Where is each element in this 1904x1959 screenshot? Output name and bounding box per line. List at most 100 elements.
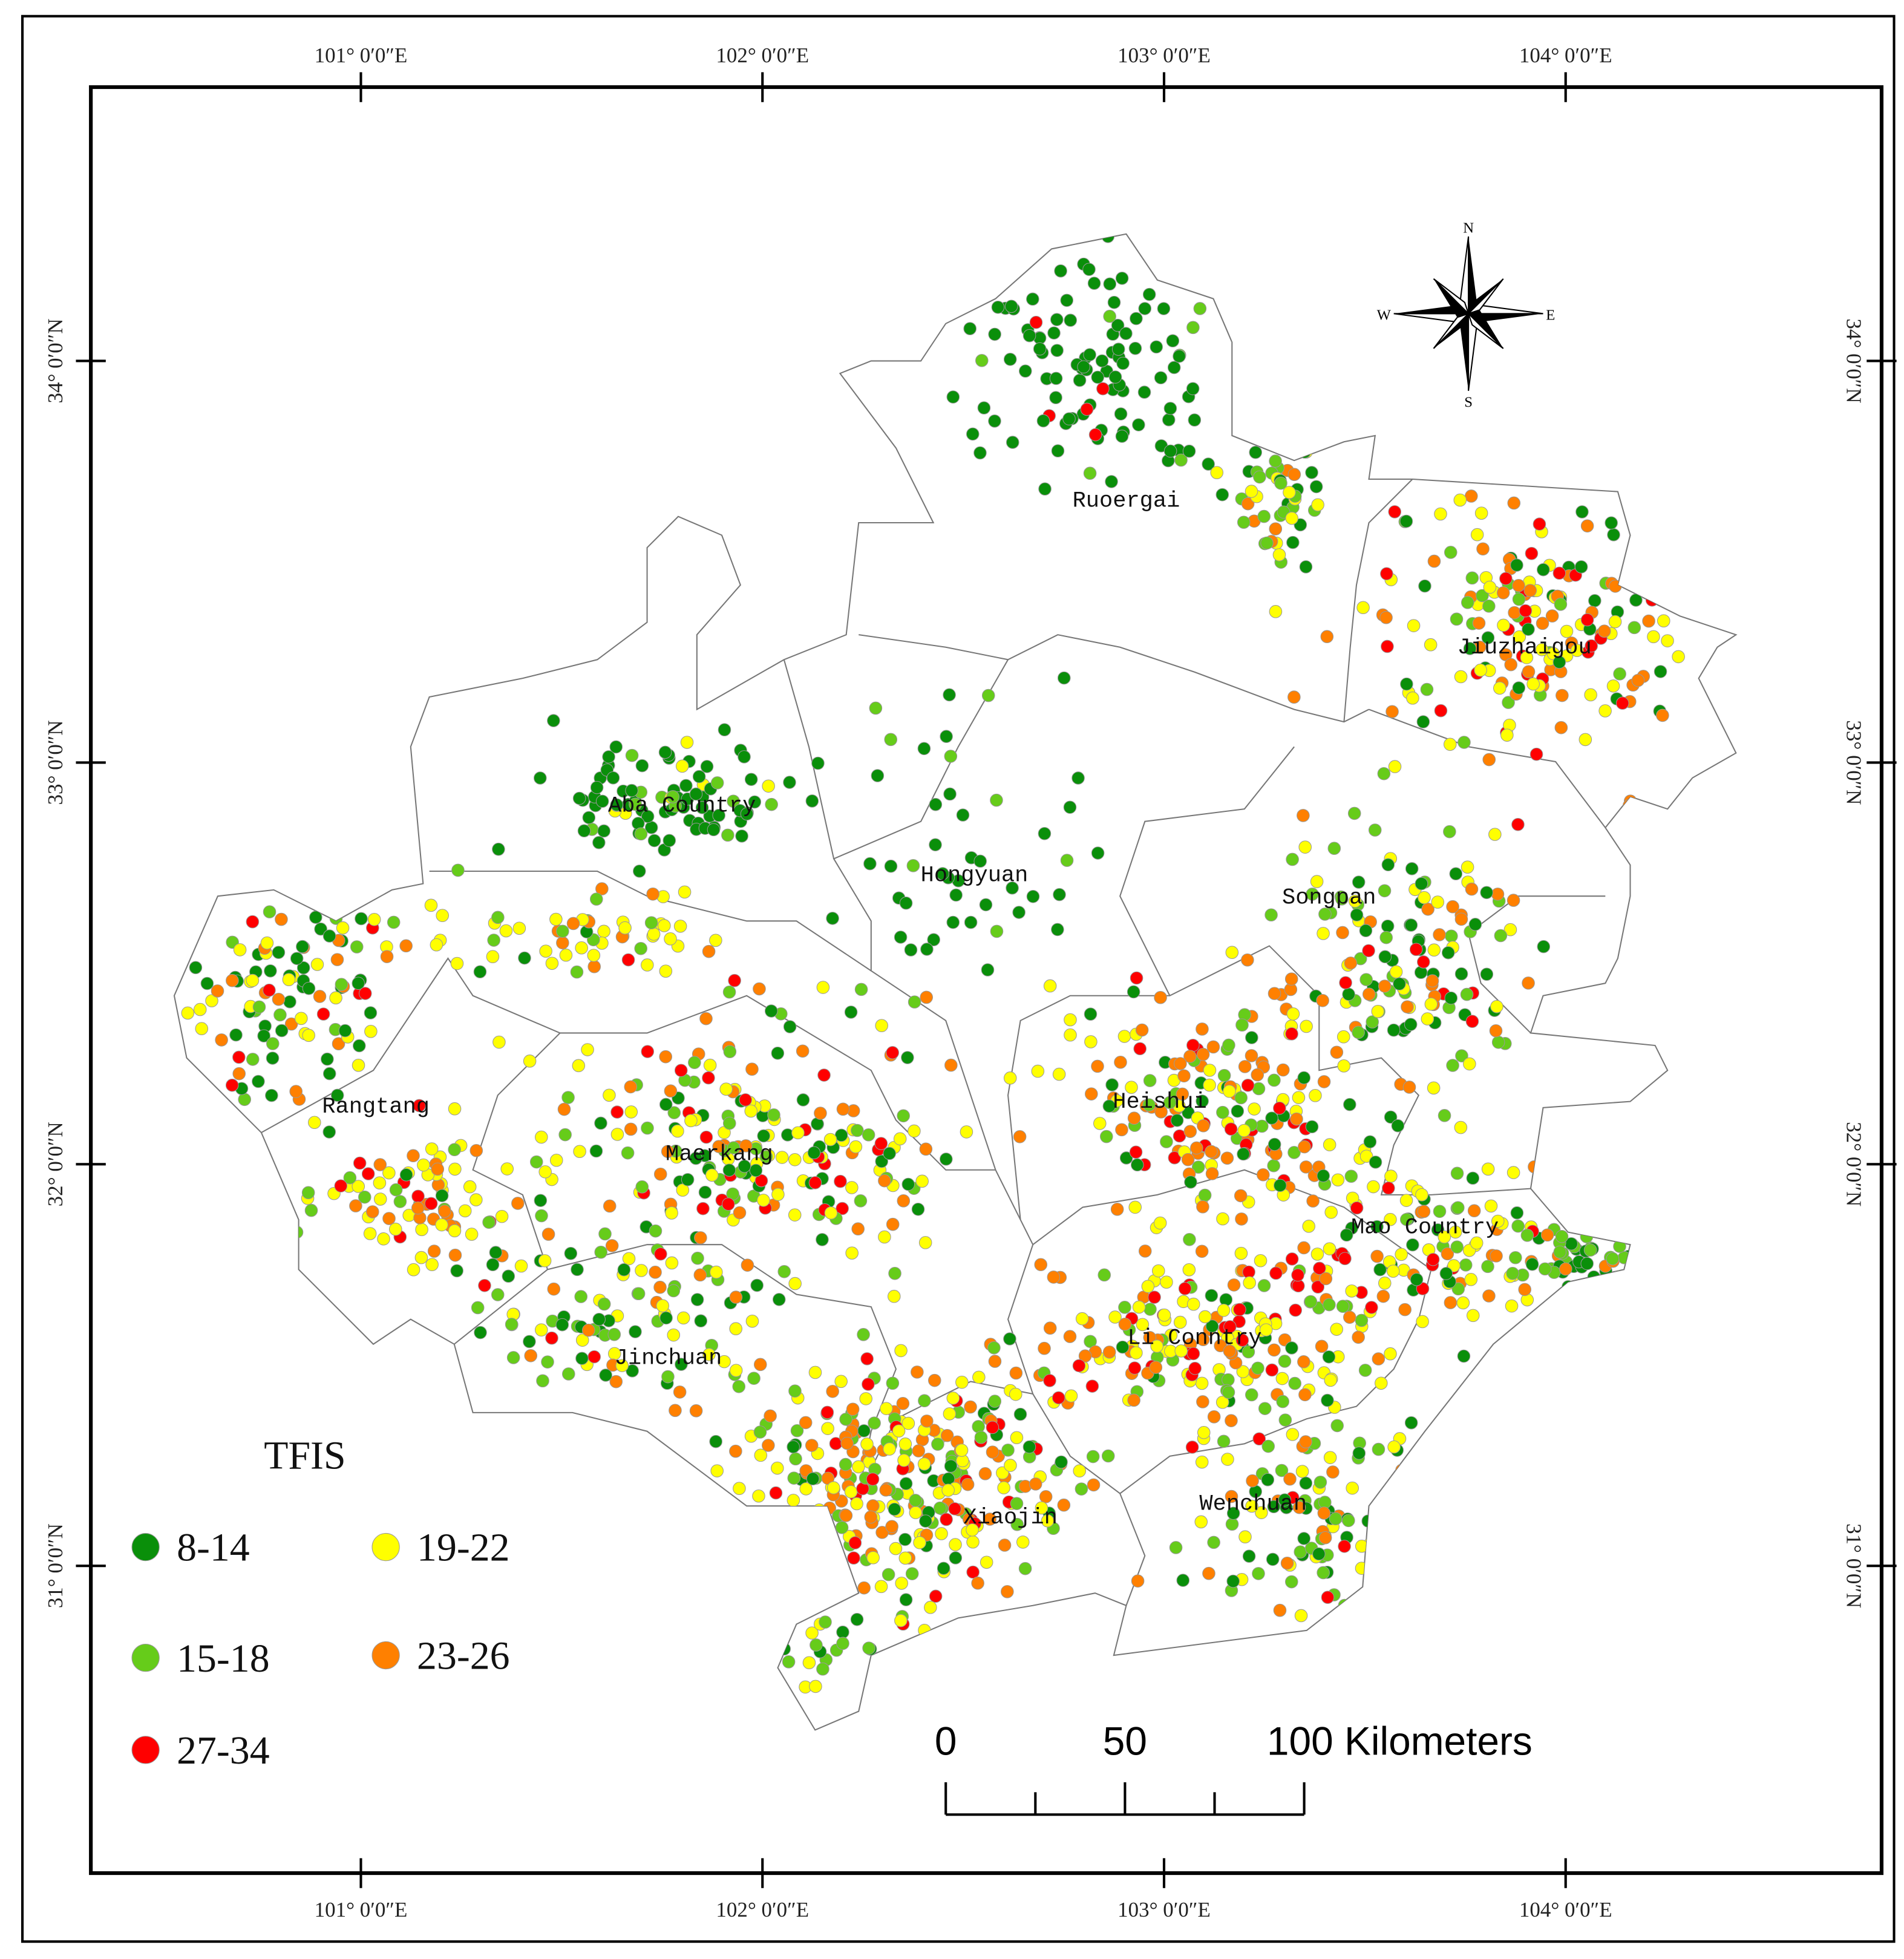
sample-point (646, 887, 659, 901)
sample-point (1386, 1264, 1400, 1278)
sample-point (988, 414, 1001, 428)
sample-point (808, 1176, 822, 1189)
sample-point (1372, 1442, 1385, 1456)
sample-point (193, 1002, 207, 1016)
sample-point (871, 769, 885, 782)
sample-point (1286, 535, 1300, 549)
sample-point (1064, 1013, 1077, 1027)
sample-point (674, 1064, 688, 1078)
sample-point (1053, 888, 1066, 901)
sample-point (1010, 1431, 1024, 1445)
sample-point (940, 730, 953, 744)
sample-point (1128, 1200, 1142, 1214)
sample-point (1443, 737, 1457, 751)
sample-point (1461, 860, 1474, 874)
sample-point (729, 1290, 743, 1304)
sample-point (1292, 1500, 1306, 1514)
sample-point (1245, 1049, 1258, 1062)
sample-point (1343, 1097, 1356, 1111)
sample-point (884, 859, 898, 873)
sample-point (702, 944, 716, 958)
sample-point (486, 1258, 500, 1272)
sample-point (869, 701, 883, 715)
sample-point (973, 446, 987, 460)
sample-point (1009, 1387, 1022, 1401)
sample-point (728, 973, 741, 987)
sample-point (1500, 728, 1514, 742)
sample-point (1474, 663, 1487, 677)
sample-point (1259, 1323, 1273, 1336)
sample-point (863, 857, 877, 871)
sample-point (492, 842, 505, 856)
sample-point (632, 1287, 646, 1301)
sample-point (1552, 655, 1566, 669)
sample-point (1190, 1141, 1203, 1155)
sample-point (897, 1454, 911, 1467)
sample-point (1285, 1341, 1298, 1355)
sample-point (933, 1501, 947, 1515)
sample-point (747, 1372, 761, 1385)
sample-point (990, 793, 1003, 807)
sample-point (1249, 445, 1263, 459)
sample-point (1287, 468, 1301, 482)
sample-point (924, 1601, 937, 1614)
sample-point (469, 1143, 483, 1157)
sample-point (694, 1314, 708, 1328)
sample-point (1381, 858, 1395, 872)
sample-point (727, 794, 740, 808)
sample-point (417, 1158, 430, 1172)
sample-point (334, 1179, 348, 1192)
sample-point (699, 1130, 713, 1144)
sample-point (966, 1523, 979, 1537)
sample-point (1194, 1515, 1208, 1529)
sample-point (1276, 1395, 1290, 1408)
sample-point (694, 1231, 707, 1244)
sample-point (991, 301, 1005, 314)
sample-point (1381, 919, 1395, 933)
sample-point (1103, 310, 1116, 323)
sample-point (960, 1125, 973, 1139)
sample-point (1248, 1102, 1261, 1116)
sample-point (361, 1167, 375, 1180)
sample-point (1075, 1482, 1088, 1496)
sample-point (1237, 1147, 1250, 1161)
sample-point (894, 930, 908, 944)
sample-point (575, 1333, 589, 1347)
sample-point (597, 924, 610, 938)
sample-point (940, 1428, 954, 1442)
sample-point (282, 973, 296, 986)
sample-point (1138, 1244, 1152, 1258)
sample-point (505, 1318, 519, 1331)
sample-point (705, 1168, 719, 1182)
sample-point (350, 940, 364, 953)
sample-point (1376, 1289, 1390, 1303)
sample-point (899, 1477, 913, 1491)
sample-point (266, 1051, 280, 1065)
sample-point (1289, 1303, 1303, 1317)
county-boundary (858, 1381, 1033, 1494)
sample-point (949, 1551, 963, 1565)
sample-point (557, 1102, 571, 1116)
sample-point (753, 1358, 767, 1372)
sample-point (1613, 667, 1626, 681)
sample-point (587, 1350, 601, 1364)
sample-point (1051, 444, 1065, 458)
sample-point (1128, 1361, 1142, 1375)
sample-point (1343, 1310, 1356, 1324)
sample-point (1538, 1262, 1552, 1276)
sample-point (1073, 373, 1087, 387)
sample-point (1153, 1216, 1167, 1230)
sample-point (850, 1497, 863, 1511)
sample-point (1268, 1343, 1281, 1357)
sample-point (215, 1033, 228, 1047)
sample-point (1300, 1019, 1313, 1033)
sample-point (1554, 598, 1568, 611)
sample-point (1559, 1262, 1572, 1276)
sample-point (295, 1012, 308, 1025)
sample-point (1243, 1276, 1256, 1290)
sample-point (1103, 277, 1117, 291)
sample-point (1490, 1249, 1503, 1263)
sample-point (1323, 1451, 1337, 1464)
sample-point (382, 1212, 396, 1225)
sample-point (1080, 402, 1094, 416)
